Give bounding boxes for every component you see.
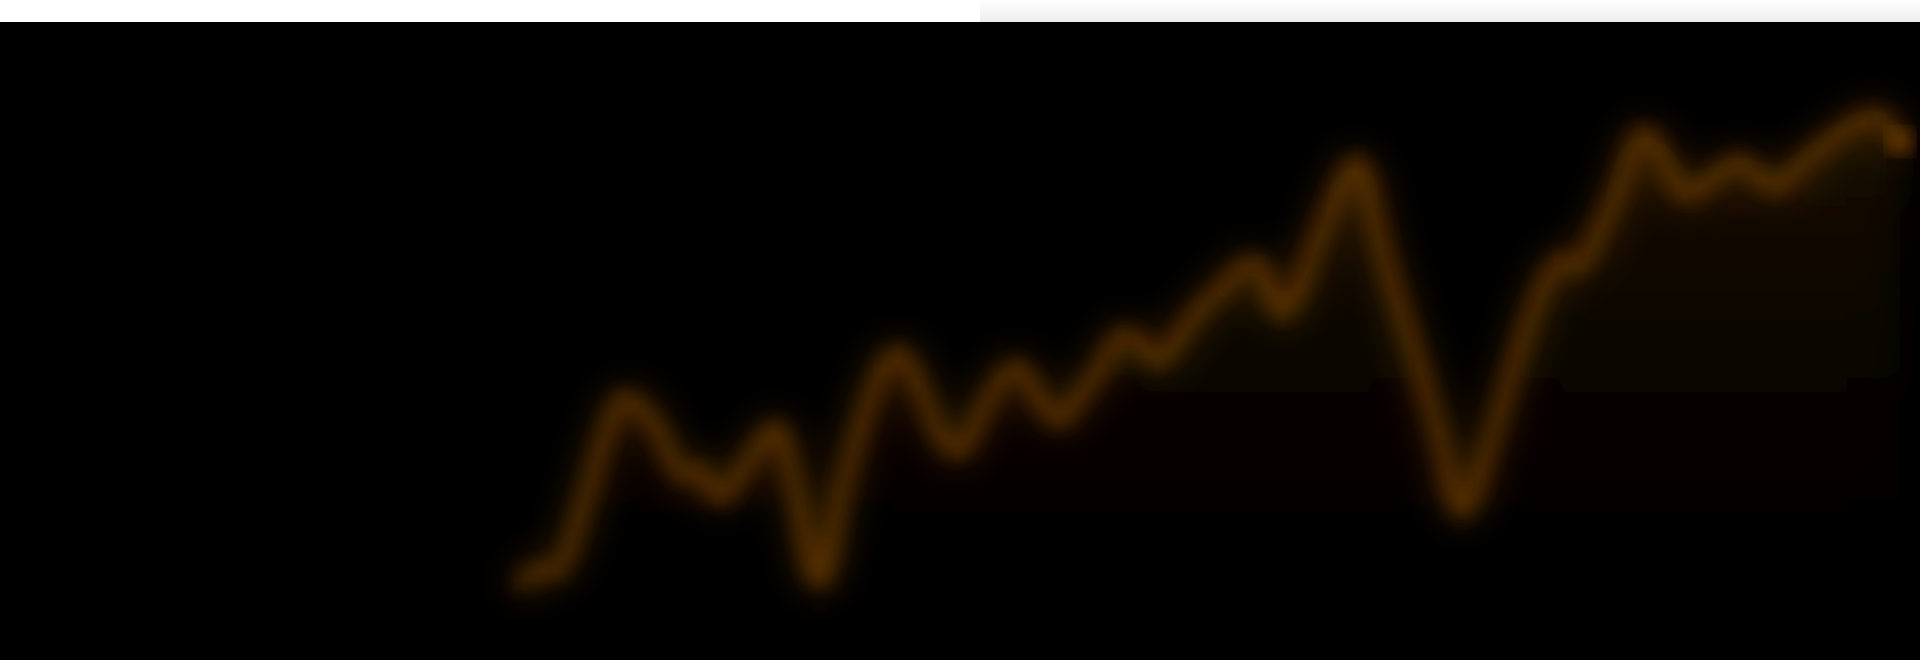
chart-point-8 xyxy=(675,476,685,486)
chart-point-61 xyxy=(1735,152,1745,162)
chart-point-15 xyxy=(815,602,825,612)
chart-point-34 xyxy=(1195,302,1205,312)
hero-banner xyxy=(0,22,1920,660)
chart-point-9 xyxy=(695,460,705,470)
chart-point-58 xyxy=(1675,192,1685,202)
chart-point-16 xyxy=(835,488,845,498)
chart-point-4 xyxy=(595,444,605,454)
chart-point-53 xyxy=(1575,267,1585,277)
chart-point-37 xyxy=(1255,255,1265,265)
chart-point-0 xyxy=(515,578,525,588)
chart-point-38 xyxy=(1275,318,1285,328)
chart-point-59 xyxy=(1695,184,1705,194)
chart-point-24 xyxy=(995,373,1005,383)
chart-point-64 xyxy=(1795,160,1805,170)
blurred-stock-line-graphic xyxy=(511,108,1912,660)
chart-point-51 xyxy=(1535,286,1545,296)
chart-point-46 xyxy=(1435,428,1445,438)
chart-point-3 xyxy=(575,511,585,521)
chart-point-6 xyxy=(635,401,645,411)
top-bar xyxy=(0,0,1920,22)
chart-area-fill xyxy=(520,117,1900,660)
chart-point-32 xyxy=(1155,361,1165,371)
chart-point-20 xyxy=(915,381,925,391)
chart-point-60 xyxy=(1715,168,1725,178)
chart-point-11 xyxy=(735,468,745,478)
chart-point-12 xyxy=(755,440,765,450)
chart-point-22 xyxy=(955,452,965,462)
chart-point-13 xyxy=(775,413,785,423)
chart-point-54 xyxy=(1595,223,1605,233)
chart-point-26 xyxy=(1035,397,1045,407)
chart-point-30 xyxy=(1115,326,1125,336)
chart-point-45 xyxy=(1415,365,1425,375)
chart-point-17 xyxy=(855,421,865,431)
chart-point-1 xyxy=(535,563,545,573)
chart-point-68 xyxy=(1875,109,1885,119)
chart-point-62 xyxy=(1755,176,1765,186)
chart-point-21 xyxy=(935,432,945,442)
chart-point-40 xyxy=(1315,227,1325,237)
chart-point-52 xyxy=(1555,251,1565,261)
chart-point-28 xyxy=(1075,389,1085,399)
chart-point-50 xyxy=(1515,342,1525,352)
chart-point-31 xyxy=(1135,338,1145,348)
chart-point-66 xyxy=(1835,129,1845,139)
chart-point-5 xyxy=(615,389,625,399)
chart-point-23 xyxy=(975,409,985,419)
chart-point-47 xyxy=(1455,523,1465,533)
chart-point-14 xyxy=(795,507,805,517)
chart-point-33 xyxy=(1175,330,1185,340)
chart-point-57 xyxy=(1655,144,1665,154)
chart-point-25 xyxy=(1015,357,1025,367)
chart-point-35 xyxy=(1215,286,1225,296)
chart-point-56 xyxy=(1635,121,1645,131)
chart-point-67 xyxy=(1855,117,1865,127)
chart-point-41 xyxy=(1335,184,1345,194)
chart-point-65 xyxy=(1815,144,1825,154)
chart-point-19 xyxy=(895,342,905,352)
chart-point-42 xyxy=(1355,144,1365,154)
chart-point-63 xyxy=(1775,184,1785,194)
chart-line xyxy=(516,113,1904,588)
chart-point-69 xyxy=(1895,137,1905,147)
chart-point-55 xyxy=(1615,184,1625,194)
chart-point-43 xyxy=(1375,239,1385,249)
chart-glow-layer xyxy=(511,108,1912,660)
chart-point-44 xyxy=(1395,302,1405,312)
chart-point-49 xyxy=(1495,405,1505,415)
chart-point-2 xyxy=(555,570,565,580)
chart-point-29 xyxy=(1095,365,1105,375)
chart-point-10 xyxy=(715,499,725,509)
chart-point-7 xyxy=(655,425,665,435)
chart-point-27 xyxy=(1055,421,1065,431)
chart-point-48 xyxy=(1475,468,1485,478)
chart-point-18 xyxy=(875,365,885,375)
chart-point-39 xyxy=(1295,283,1305,293)
chart-points xyxy=(515,109,1905,612)
chart-point-36 xyxy=(1235,263,1245,273)
